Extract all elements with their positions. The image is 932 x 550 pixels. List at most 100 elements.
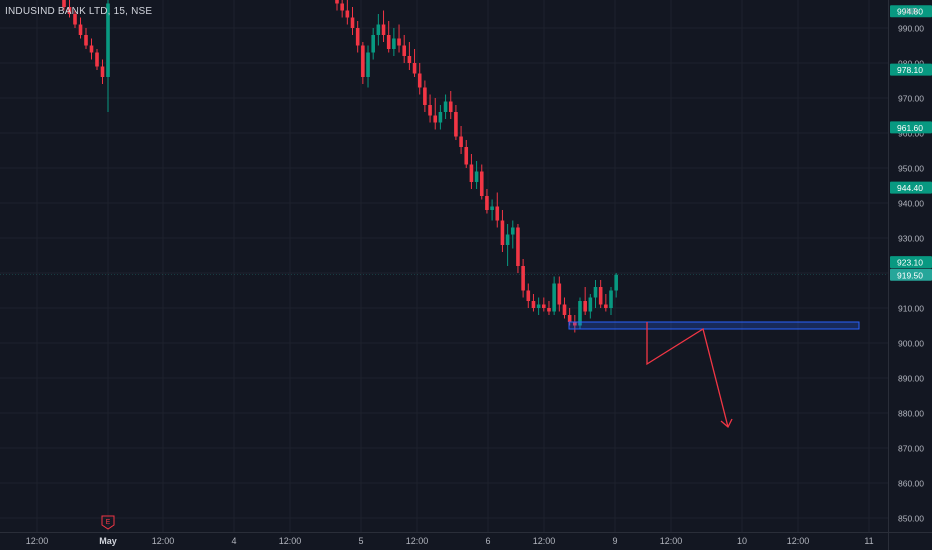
candle-body — [510, 227, 515, 235]
price-label-background — [890, 256, 932, 269]
price-label-text: 923.10 — [897, 258, 923, 268]
price-label: 923.10 — [890, 256, 932, 269]
candle-body — [361, 45, 365, 77]
x-tick-label: 12:00 — [152, 536, 175, 546]
y-tick-label: 860.00 — [898, 479, 924, 489]
candle-body — [500, 220, 505, 245]
candle-body — [485, 196, 489, 210]
y-tick-label: 990.00 — [898, 24, 924, 34]
projection-arrow-path[interactable] — [646, 322, 729, 428]
x-tick-label: 12:00 — [26, 536, 49, 546]
x-tick-label: 10 — [737, 536, 747, 546]
candle-body — [454, 112, 458, 137]
y-tick-label: 930.00 — [898, 234, 924, 244]
drawings-layer[interactable] — [568, 321, 860, 429]
candle-body — [397, 38, 401, 46]
candle-body — [350, 17, 355, 28]
candlestick-series — [62, 0, 618, 333]
candle-body — [366, 52, 370, 77]
y-tick-label: 970.00 — [898, 94, 924, 104]
candle-body — [567, 315, 572, 322]
x-tick-label: 12:00 — [279, 536, 302, 546]
candle-body — [433, 115, 438, 123]
candle-body — [84, 35, 88, 46]
x-tick-label: 6 — [485, 536, 490, 546]
price-label-text: 944.40 — [897, 183, 923, 193]
candle-body — [604, 304, 608, 308]
candle-body — [340, 3, 344, 11]
earnings-marker-label: E — [106, 519, 111, 526]
candle-body — [459, 136, 463, 147]
support-zone-rectangle[interactable] — [568, 321, 860, 330]
y-tick-label: 980.00 — [898, 59, 924, 69]
y-tick-label: 940.00 — [898, 199, 924, 209]
candle-body — [505, 234, 510, 245]
candle-body — [469, 164, 474, 182]
candle-body — [464, 147, 469, 165]
x-tick-label: May — [99, 536, 117, 546]
price-label-text: 919.50 — [897, 270, 923, 280]
candle-body — [78, 24, 83, 35]
candle-body — [479, 171, 484, 196]
x-tick-label: 4 — [231, 536, 236, 546]
candle-body — [536, 304, 541, 308]
candle-body — [355, 28, 360, 46]
y-tick-label: 880.00 — [898, 409, 924, 419]
candle-body — [495, 206, 500, 221]
y-tick-label: 850.00 — [898, 514, 924, 524]
price-label-text: 994.80 — [897, 7, 923, 17]
candle-body — [392, 38, 396, 49]
x-tick-label: 12:00 — [787, 536, 810, 546]
candle-body — [335, 0, 339, 4]
price-labels: 994.80 978.10 961.60 944.40 923.10 919.50 — [0, 5, 932, 281]
price-axis[interactable]: 850.00 860.00 870.00 880.00 890.00 900.00 910.… — [888, 0, 925, 550]
price-label-background — [890, 121, 932, 134]
candle-body — [526, 290, 531, 301]
candle-body — [345, 10, 350, 18]
candle-body — [89, 45, 94, 53]
candle-body — [521, 266, 525, 291]
candle-body — [562, 304, 567, 315]
candle-body — [588, 297, 593, 312]
time-axis[interactable]: 12:00 May 12:00 4 12:00 5 12:00 6 12:00 9 12:00 10 1… — [0, 515, 932, 546]
price-label: 994.80 — [890, 5, 932, 18]
price-label: 961.60 — [890, 121, 932, 134]
candle-body — [95, 52, 99, 67]
price-label-background — [890, 268, 932, 281]
chart-grid — [0, 0, 888, 532]
candle-body — [593, 287, 598, 298]
candle-body — [67, 7, 72, 14]
candle-body — [578, 301, 582, 326]
x-tick-label: 12:00 — [660, 536, 683, 546]
earnings-marker: E — [101, 515, 115, 530]
candle-body — [376, 24, 381, 35]
y-tick-label: 950.00 — [898, 164, 924, 174]
candle-body — [583, 301, 587, 312]
candle-body — [438, 112, 443, 123]
candle-body — [573, 322, 577, 326]
candle-body — [443, 101, 448, 112]
candle-body — [106, 3, 110, 77]
candle-body — [62, 0, 66, 7]
candle-body — [381, 24, 386, 35]
price-label-background — [890, 181, 932, 194]
price-label-text: 961.60 — [897, 123, 923, 133]
price-label-text: 978.10 — [897, 65, 923, 75]
candle-body — [448, 101, 453, 112]
candle-body — [598, 287, 603, 305]
price-label: 919.50 — [890, 268, 932, 281]
candle-body — [552, 283, 556, 312]
candle-body — [402, 45, 407, 56]
price-label: 944.40 — [890, 181, 932, 194]
candle-body — [386, 35, 391, 49]
candle-body — [516, 227, 520, 266]
candle-body — [609, 290, 613, 308]
y-tick-label: 910.00 — [898, 304, 924, 314]
price-label: 978.10 — [890, 63, 932, 76]
candle-body — [490, 206, 494, 210]
candle-body — [428, 105, 432, 116]
symbol-title[interactable]: INDUSIND BANK LTD, 15, NSE — [5, 6, 153, 17]
candle-body — [100, 66, 105, 77]
x-tick-label: 12:00 — [533, 536, 556, 546]
